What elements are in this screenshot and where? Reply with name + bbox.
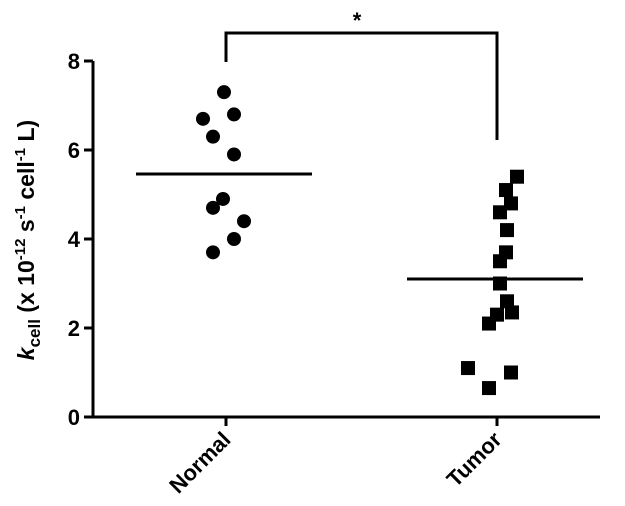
point: [504, 365, 518, 380]
x-tick-label: Normal: [164, 427, 235, 498]
point: [493, 276, 507, 291]
point: [206, 200, 220, 215]
y-label-part: cell: [25, 319, 44, 347]
y-tick-label: 8: [68, 49, 80, 74]
y-label-part: s: [13, 219, 39, 238]
y-label-part: (x 10: [13, 260, 39, 319]
axes: [91, 61, 600, 419]
point: [461, 361, 475, 376]
y-label-part: -1: [12, 148, 29, 161]
y-label-part: -1: [12, 206, 29, 219]
point: [505, 305, 519, 320]
y-label-part: L): [13, 120, 39, 148]
point: [493, 254, 507, 269]
y-axis-label: kcell (x 10-12 s-1 cell-1 L): [12, 120, 44, 360]
point: [482, 381, 496, 396]
point: [500, 294, 514, 309]
point: [227, 147, 241, 162]
point: [499, 183, 513, 198]
y-tick-label: 0: [68, 405, 80, 430]
point: [196, 111, 210, 126]
point: [237, 214, 251, 229]
point: [504, 196, 518, 211]
x-tick-label: Tumor: [442, 427, 507, 492]
annotation: *: [353, 8, 362, 33]
point: [227, 232, 241, 246]
point: [510, 169, 524, 184]
point: [217, 85, 231, 100]
y-tick-label: 2: [68, 316, 80, 341]
point: [493, 205, 507, 220]
point: [227, 107, 241, 122]
y-tick-label: 4: [68, 227, 81, 252]
point: [206, 245, 220, 260]
point: [482, 316, 496, 331]
point: [206, 129, 220, 144]
point: [216, 191, 230, 206]
y-label-part: k: [13, 346, 39, 360]
significance-bracket: [224, 31, 499, 140]
y-label-part: cell: [13, 161, 39, 206]
y-tick-label: 6: [68, 138, 80, 163]
y-label-part: -12: [12, 239, 29, 261]
point: [500, 223, 514, 238]
